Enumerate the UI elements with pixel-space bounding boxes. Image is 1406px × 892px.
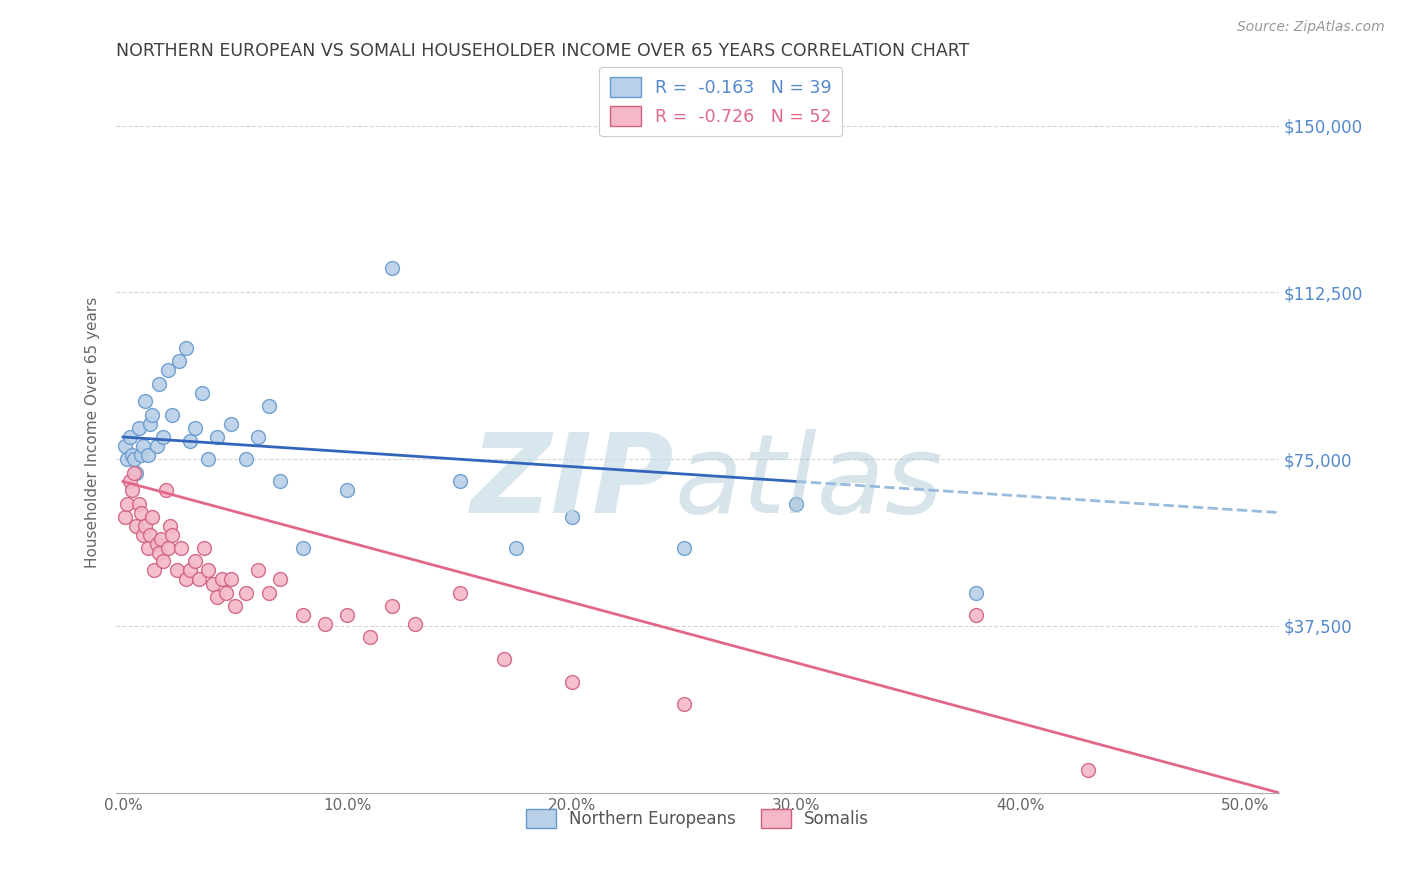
Point [162, 528, 184, 542]
Point [449, 585, 471, 599]
Point [197, 452, 219, 467]
Point [672, 697, 695, 711]
Point [235, 585, 257, 599]
Point [235, 452, 257, 467]
Point [246, 430, 269, 444]
Point [141, 408, 163, 422]
Point [672, 541, 695, 555]
Point [1077, 764, 1099, 778]
Point [184, 554, 207, 568]
Point [162, 408, 184, 422]
Point [174, 341, 197, 355]
Point [150, 533, 173, 547]
Point [219, 417, 242, 431]
Text: atlas: atlas [675, 429, 943, 536]
Point [155, 483, 177, 498]
Point [152, 554, 174, 568]
Point [136, 448, 159, 462]
Point [193, 541, 215, 555]
Point [152, 430, 174, 444]
Point [118, 430, 141, 444]
Point [219, 572, 242, 586]
Point [257, 585, 280, 599]
Point [381, 599, 404, 613]
Point [561, 510, 583, 524]
Point [381, 260, 404, 275]
Point [207, 430, 229, 444]
Point [188, 572, 211, 586]
Point [201, 576, 224, 591]
Point [269, 475, 291, 489]
Point [190, 385, 212, 400]
Point [166, 563, 188, 577]
Point [145, 439, 167, 453]
Point [246, 563, 269, 577]
Point [134, 519, 156, 533]
Point [159, 519, 181, 533]
Point [179, 563, 201, 577]
Point [128, 497, 150, 511]
Point [211, 572, 233, 586]
Point [215, 585, 238, 599]
Y-axis label: Householder Income Over 65 years: Householder Income Over 65 years [86, 297, 100, 568]
Point [132, 439, 155, 453]
Point [156, 541, 179, 555]
Point [965, 585, 987, 599]
Point [134, 394, 156, 409]
Point [141, 510, 163, 524]
Point [129, 448, 152, 462]
Point [148, 376, 170, 391]
Point [117, 497, 139, 511]
Point [291, 541, 314, 555]
Text: Source: ZipAtlas.com: Source: ZipAtlas.com [1237, 20, 1385, 34]
Point [449, 475, 471, 489]
Point [145, 537, 167, 551]
Point [174, 572, 197, 586]
Point [122, 452, 145, 467]
Point [122, 466, 145, 480]
Point [785, 497, 807, 511]
Point [359, 630, 381, 644]
Point [505, 541, 527, 555]
Point [136, 541, 159, 555]
Point [132, 528, 155, 542]
Point [269, 572, 291, 586]
Point [257, 399, 280, 413]
Point [117, 452, 139, 467]
Point [139, 528, 162, 542]
Point [121, 448, 143, 462]
Point [156, 363, 179, 377]
Text: NORTHERN EUROPEAN VS SOMALI HOUSEHOLDER INCOME OVER 65 YEARS CORRELATION CHART: NORTHERN EUROPEAN VS SOMALI HOUSEHOLDER … [117, 42, 970, 60]
Point [561, 674, 583, 689]
Point [336, 483, 359, 498]
Point [965, 607, 987, 622]
Point [179, 434, 201, 449]
Point [118, 475, 141, 489]
Point [125, 466, 148, 480]
Point [197, 563, 219, 577]
Point [167, 354, 190, 368]
Point [224, 599, 246, 613]
Point [170, 541, 193, 555]
Point [494, 652, 516, 666]
Point [121, 483, 143, 498]
Point [139, 417, 162, 431]
Legend: Northern Europeans, Somalis: Northern Europeans, Somalis [519, 802, 876, 835]
Point [404, 616, 426, 631]
Text: ZIP: ZIP [471, 429, 675, 536]
Point [129, 506, 152, 520]
Point [128, 421, 150, 435]
Point [114, 439, 136, 453]
Point [336, 607, 359, 622]
Point [207, 590, 229, 604]
Point [125, 519, 148, 533]
Point [148, 545, 170, 559]
Point [291, 607, 314, 622]
Point [314, 616, 336, 631]
Point [143, 563, 166, 577]
Point [184, 421, 207, 435]
Point [114, 510, 136, 524]
